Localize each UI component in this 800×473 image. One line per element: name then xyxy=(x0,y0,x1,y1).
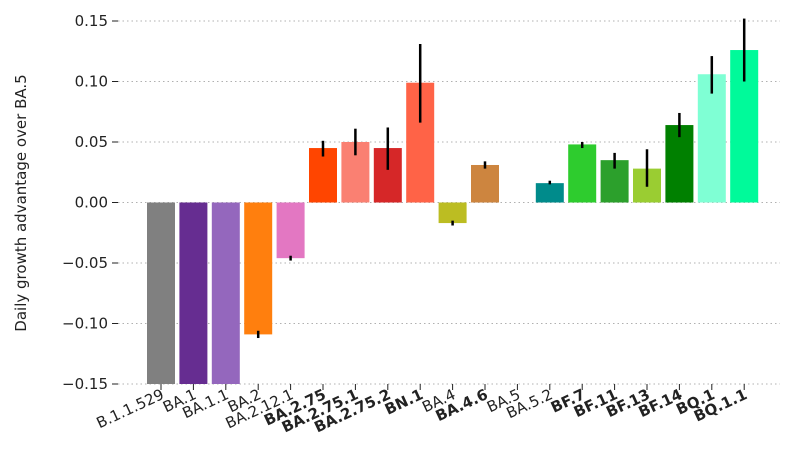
bar-ba-4-6 xyxy=(471,164,499,203)
y-tick-label: −0.15 xyxy=(62,375,108,393)
bar-ba-5-2 xyxy=(535,183,564,203)
y-tick-label: −0.10 xyxy=(62,315,108,333)
bar-ba-4 xyxy=(438,202,467,224)
y-tick-label: 0.15 xyxy=(75,12,108,30)
y-tick-label: 0.05 xyxy=(75,133,108,151)
y-tick-label: 0.00 xyxy=(75,194,108,212)
bar-bf-7 xyxy=(568,144,597,203)
y-tick-label: −0.05 xyxy=(62,254,108,272)
bar-b-1-1-529 xyxy=(147,202,175,384)
bar-ba-2-12-1 xyxy=(276,202,305,259)
bar-ba-1 xyxy=(179,202,208,384)
bar-ba-1-1 xyxy=(211,202,240,384)
bar-ba-2-75 xyxy=(309,148,337,203)
bar-ba-2 xyxy=(244,202,273,335)
y-axis-label: Daily growth advantage over BA.5 xyxy=(12,74,30,331)
y-tick-label: 0.10 xyxy=(75,73,108,91)
x-axis-ticks: B.1.1.529BA.1BA.1.1BA.2BA.2.12.1BA.2.75B… xyxy=(94,384,750,436)
y-axis-ticks: −0.15 −0.10 −0.05 0.00 0.05 0.10 0.15 xyxy=(62,12,118,393)
bar-bq-1 xyxy=(697,74,726,203)
bar-bf-14 xyxy=(665,125,694,203)
bars xyxy=(147,50,759,384)
error-bars xyxy=(256,18,746,339)
